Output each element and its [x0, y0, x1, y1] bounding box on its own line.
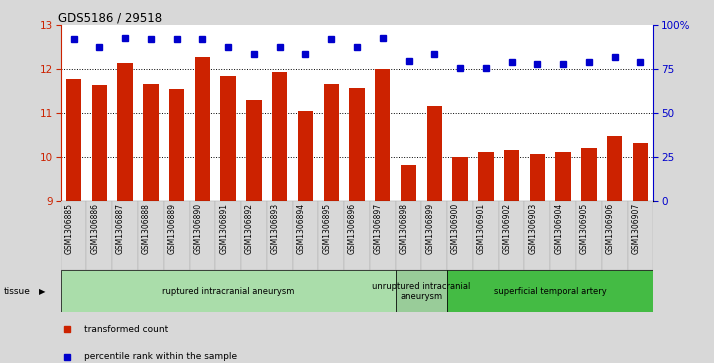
Text: GSM1306892: GSM1306892: [245, 203, 254, 254]
Bar: [293, 201, 318, 270]
Bar: [421, 201, 447, 270]
Text: GSM1306903: GSM1306903: [528, 203, 538, 254]
Bar: [375, 69, 391, 201]
Text: GSM1306902: GSM1306902: [503, 203, 512, 254]
Bar: [447, 270, 653, 312]
Bar: [370, 201, 396, 270]
Bar: [555, 152, 571, 201]
Bar: [216, 201, 241, 270]
Bar: [91, 85, 107, 201]
Text: GSM1306905: GSM1306905: [580, 203, 589, 254]
Bar: [272, 72, 288, 201]
Text: GSM1306885: GSM1306885: [64, 203, 74, 254]
Text: unruptured intracranial
aneurysm: unruptured intracranial aneurysm: [372, 282, 471, 301]
Bar: [447, 201, 473, 270]
Bar: [189, 201, 216, 270]
Bar: [298, 111, 313, 201]
Text: GSM1306907: GSM1306907: [631, 203, 640, 254]
Bar: [633, 143, 648, 201]
Bar: [241, 201, 267, 270]
Bar: [550, 201, 576, 270]
Bar: [396, 201, 421, 270]
Bar: [530, 154, 545, 201]
Text: GSM1306904: GSM1306904: [554, 203, 563, 254]
Text: GSM1306894: GSM1306894: [296, 203, 306, 254]
Bar: [628, 201, 653, 270]
Bar: [581, 148, 597, 201]
Text: GSM1306898: GSM1306898: [400, 203, 408, 254]
Bar: [426, 106, 442, 201]
Text: superficial temporal artery: superficial temporal artery: [494, 287, 607, 296]
Text: percentile rank within the sample: percentile rank within the sample: [84, 352, 238, 361]
Bar: [169, 89, 184, 201]
Bar: [267, 201, 293, 270]
Bar: [504, 150, 519, 201]
Bar: [396, 270, 447, 312]
Bar: [112, 201, 138, 270]
Text: GSM1306899: GSM1306899: [426, 203, 434, 254]
Text: GSM1306901: GSM1306901: [477, 203, 486, 254]
Text: transformed count: transformed count: [84, 325, 169, 334]
Bar: [453, 156, 468, 201]
Text: ruptured intracranial aneurysm: ruptured intracranial aneurysm: [162, 287, 294, 296]
Text: GSM1306895: GSM1306895: [322, 203, 331, 254]
Text: GSM1306891: GSM1306891: [219, 203, 228, 254]
Bar: [349, 88, 365, 201]
Bar: [61, 201, 86, 270]
Bar: [246, 100, 261, 201]
Bar: [478, 152, 493, 201]
Bar: [164, 201, 189, 270]
Bar: [143, 83, 159, 201]
Bar: [607, 136, 623, 201]
Text: ▶: ▶: [39, 287, 46, 296]
Bar: [318, 201, 344, 270]
Text: tissue: tissue: [4, 287, 31, 296]
Bar: [344, 201, 370, 270]
Text: GSM1306889: GSM1306889: [168, 203, 176, 254]
Text: GSM1306888: GSM1306888: [142, 203, 151, 254]
Bar: [498, 201, 525, 270]
Bar: [195, 57, 210, 201]
Bar: [86, 201, 112, 270]
Text: GSM1306886: GSM1306886: [91, 203, 99, 254]
Text: GSM1306896: GSM1306896: [348, 203, 357, 254]
Bar: [602, 201, 628, 270]
Bar: [138, 201, 164, 270]
Text: GSM1306890: GSM1306890: [193, 203, 202, 254]
Bar: [221, 76, 236, 201]
Bar: [323, 83, 339, 201]
Text: GSM1306897: GSM1306897: [373, 203, 383, 254]
Bar: [473, 201, 498, 270]
Bar: [117, 63, 133, 201]
Bar: [525, 201, 550, 270]
Bar: [401, 166, 416, 201]
Bar: [61, 270, 396, 312]
Bar: [576, 201, 602, 270]
Text: GSM1306900: GSM1306900: [451, 203, 460, 254]
Bar: [66, 79, 81, 201]
Text: GSM1306906: GSM1306906: [605, 203, 615, 254]
Text: GDS5186 / 29518: GDS5186 / 29518: [58, 11, 162, 24]
Text: GSM1306893: GSM1306893: [271, 203, 280, 254]
Text: GSM1306887: GSM1306887: [116, 203, 125, 254]
